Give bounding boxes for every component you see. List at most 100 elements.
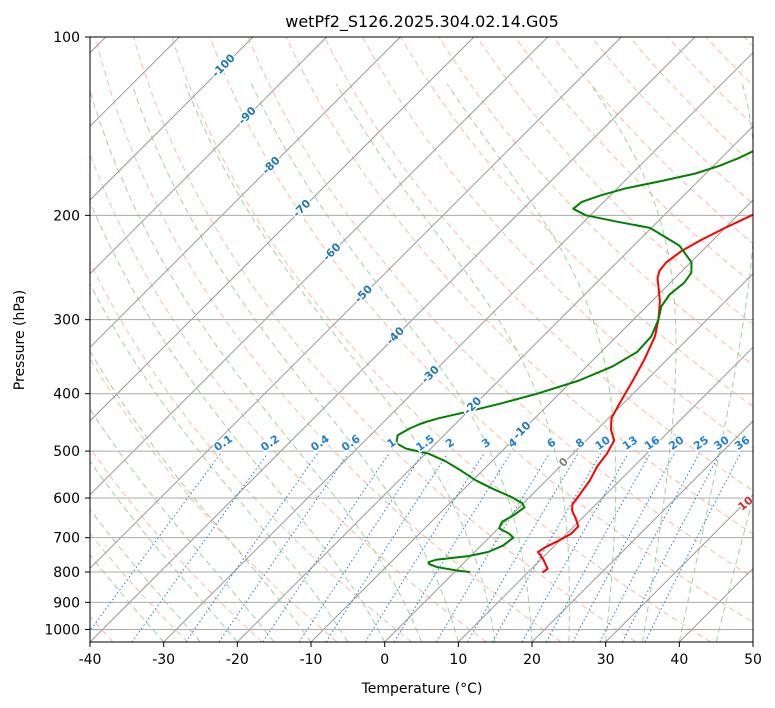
mixing-ratio-label: 25 [691,433,711,452]
mixing-ratio-line [262,453,390,642]
dry-adiabat [552,37,753,245]
isotherm [90,37,401,349]
x-tick-label: 40 [670,652,688,668]
moist-adiabat [90,282,349,642]
mixing-ratio-line [467,453,579,642]
mixing-ratio-line [491,453,602,642]
y-axis-label: Pressure (hPa) [12,290,28,390]
y-tick-label: 400 [53,387,80,403]
dry-adiabat [629,37,753,165]
isotherm [90,37,328,275]
isotherm [90,37,622,570]
dry-adiabat [90,532,189,642]
isotherm [310,199,753,642]
moist-adiabat [90,88,422,642]
moist-adiabat [90,350,312,642]
dry-adiabat [209,37,753,623]
dry-adiabat [95,37,562,642]
y-tick-label: 1000 [44,622,80,638]
dry-adiabat [591,37,753,205]
y-tick-label: 100 [53,30,80,46]
x-tick-label: -40 [79,652,102,668]
dry-adiabat [90,152,487,642]
x-tick-label: 0 [380,652,389,668]
dry-adiabat [514,37,753,285]
mixing-ratio-line [364,453,485,642]
x-tick-label: -10 [300,652,323,668]
dry-adiabat [133,37,637,642]
dewpoint-trace [395,150,753,573]
moist-adiabat [90,408,275,642]
x-tick-label: 50 [744,652,762,668]
y-tick-label: 300 [53,313,80,329]
isotherm [163,51,753,642]
mixing-ratio-line [185,453,318,642]
isotherm [90,37,549,496]
dry-adiabat [400,37,753,408]
moist-adiabat [251,83,533,642]
isotherm [605,493,753,642]
isotherm [752,641,753,642]
moist-adiabat [90,554,165,642]
y-tick-label: 900 [53,595,80,611]
moist-adiabat [90,200,386,642]
moist-adiabat [335,83,570,642]
y-tick-label: 500 [53,444,80,460]
plot-frame [89,36,754,643]
dry-adiabat [705,37,753,87]
dry-adiabat [90,357,338,642]
mixing-ratio-label: 6 [545,435,559,450]
mixing-ratio-label: 2 [443,436,457,451]
mixing-ratio-label: 3 [479,436,493,451]
moist-adiabat [90,508,201,642]
mixing-ratio-line [393,453,511,642]
dry-adiabat [323,37,753,492]
dry-adiabat [247,37,753,579]
dry-adiabat [667,37,753,126]
sounding-traces [395,150,753,573]
moist-adiabat [715,496,753,642]
moist-adiabat [131,83,459,642]
mixing-ratio-label: 13 [620,433,640,452]
mixing-ratio-label: 8 [573,436,587,451]
x-tick-label: 10 [449,652,467,668]
mixing-ratio-line [90,453,221,632]
dry-adiabat [171,37,711,642]
mixing-ratio-line [521,453,629,642]
y-tick-label: 800 [53,565,80,581]
isotherm [90,37,254,201]
dry-adiabat [743,37,753,47]
moist-adiabat [678,83,753,642]
x-tick-label: 20 [523,652,541,668]
mixing-ratio-label: 16 [642,433,662,453]
dry-adiabat [362,37,753,449]
moist-adiabat [589,83,677,642]
x-axis-label: Temperature (°C) [361,681,483,697]
mixing-ratio-label: 30 [712,433,732,453]
isotherm [678,567,753,642]
isotherm [90,37,696,642]
temperature-trace [537,213,753,573]
moist-adiabat [446,83,617,642]
y-tick-label: 600 [53,491,80,507]
mixing-ratio-line [131,453,268,642]
mixing-ratio-line [644,453,741,642]
axes: -40 -30 -20 -10 0 10 20 30 40 50 100 200 300 400 500 60… [44,30,762,668]
dry-adiabat [90,446,263,642]
mixing-ratio-line [298,453,424,642]
y-tick-label: 200 [53,208,80,224]
moist-adiabat [90,460,238,642]
isotherm [90,37,475,422]
isotherm [531,420,753,642]
background-lines [90,37,753,642]
x-tick-label: -20 [226,652,249,668]
dry-adiabat [476,37,753,325]
x-tick-label: 30 [597,652,615,668]
dry-adiabat-label: 30 [765,555,775,575]
chart-title: wetPf2_S126.2025.304.02.14.G05 [285,12,559,32]
dry-adiabat-label: 20 [752,522,772,542]
moist-adiabat [184,83,496,642]
mixing-ratio-line [621,453,721,642]
dry-adiabat [90,261,413,642]
